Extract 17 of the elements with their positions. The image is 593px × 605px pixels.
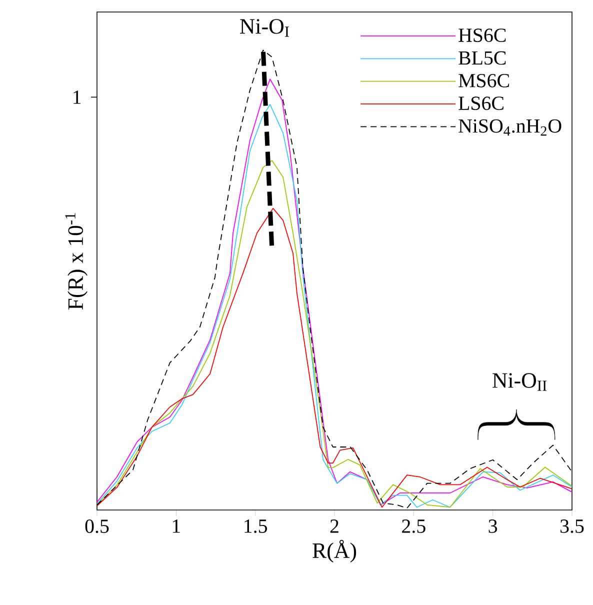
x-tick-label: 3.5: [560, 520, 584, 533]
y-axis-title: F(R) x 10$^{-1}$: [65, 213, 88, 310]
text: 1: [74, 90, 81, 104]
x-tick-label: 1: [172, 520, 180, 533]
legend-label: LS6C: [458, 96, 504, 110]
x-tick-label: 0.5: [85, 520, 109, 534]
x-tick-label: 2.5: [402, 520, 426, 533]
legend-label: NiSO$_{4}$.nH$_{2}$O: [458, 119, 562, 136]
legend-label: BL5C: [458, 51, 506, 65]
x-axis-title: R(Å): [312, 540, 356, 563]
legend-label: HS6C: [458, 28, 506, 42]
x-tick-label: 2: [330, 520, 338, 533]
annotation: Ni-O$_{II}$: [492, 373, 547, 391]
x-tick-label: 1.5: [244, 520, 268, 533]
text: Ni-O$_{I}$: [240, 19, 289, 37]
legend-label: MS6C: [458, 74, 509, 88]
x-tick-label: 3: [488, 520, 498, 533]
